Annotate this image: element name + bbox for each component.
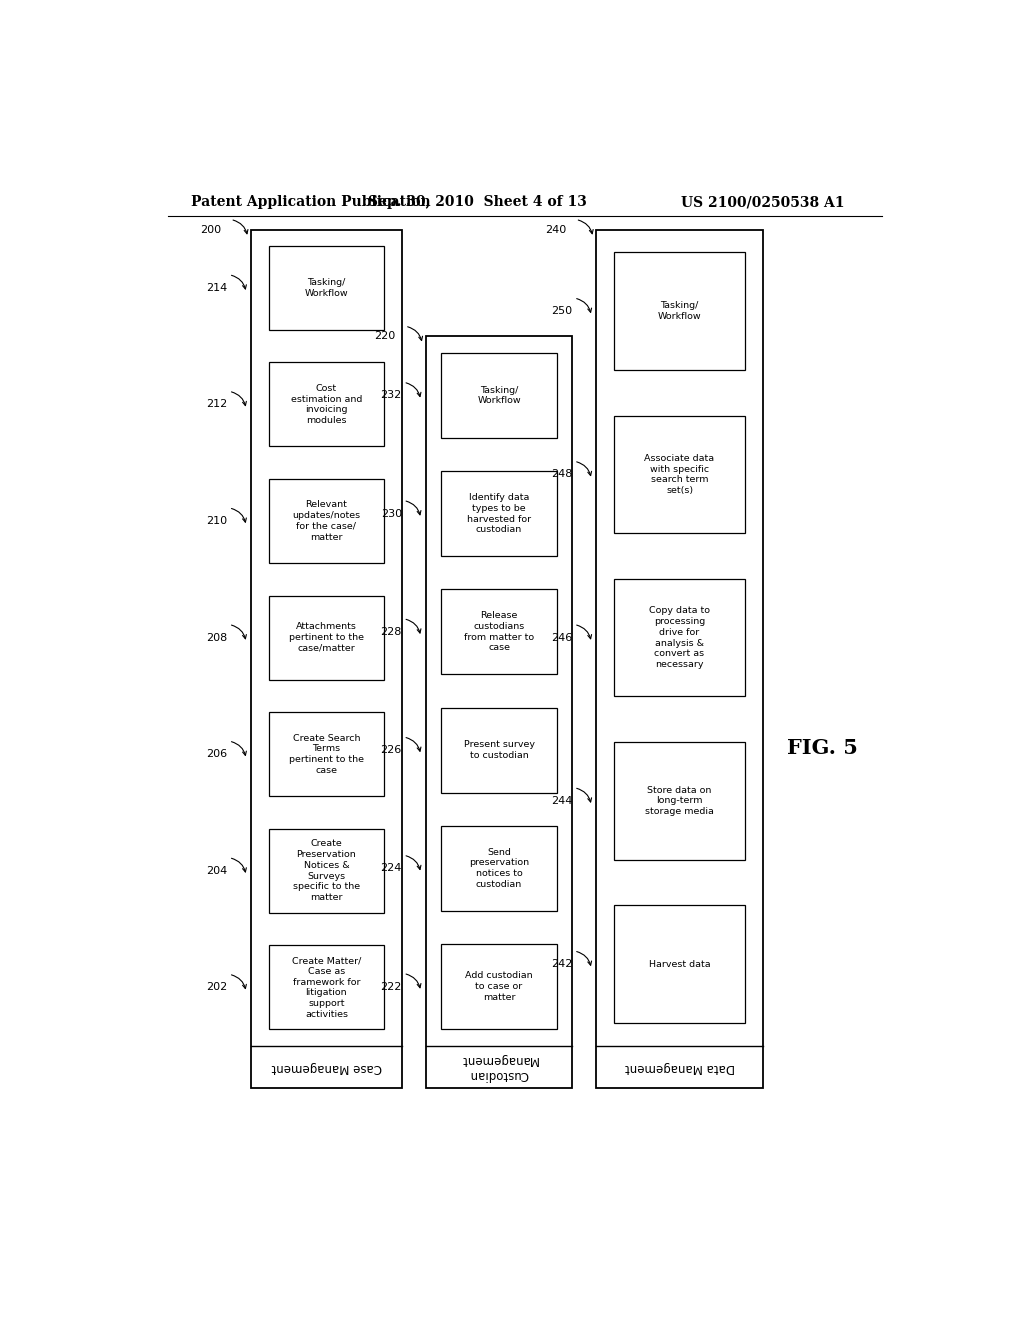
Text: 204: 204 [206,866,227,876]
Text: 226: 226 [381,744,401,755]
Bar [614,579,745,697]
Text: Tasking/
Workflow: Tasking/ Workflow [304,279,348,298]
Bar [596,230,763,1089]
Bar [614,416,745,533]
Text: 228: 228 [381,627,401,636]
Bar [441,471,557,556]
Bar [269,945,384,1030]
Bar [269,363,384,446]
Bar [614,742,745,859]
Bar [441,944,557,1030]
Text: Associate data
with specific
search term
set(s): Associate data with specific search term… [644,454,715,495]
Text: FIG. 5: FIG. 5 [787,738,858,758]
FancyArrowPatch shape [407,855,421,870]
Text: 222: 222 [381,982,401,991]
Text: Store data on
long-term
storage media: Store data on long-term storage media [645,785,714,816]
Text: 208: 208 [206,632,227,643]
Text: Attachments
pertinent to the
case/matter: Attachments pertinent to the case/matter [289,623,364,653]
Bar [441,589,557,675]
Bar [269,479,384,564]
FancyArrowPatch shape [577,788,592,803]
Text: Cost
estimation and
invoicing
modules: Cost estimation and invoicing modules [291,384,362,425]
FancyArrowPatch shape [231,858,247,873]
Bar [426,337,572,1089]
Text: Custodian
Management: Custodian Management [460,1053,538,1081]
Text: 250: 250 [551,306,572,317]
Text: 210: 210 [206,516,227,527]
Text: Create
Preservation
Notices &
Surveys
specific to the
matter: Create Preservation Notices & Surveys sp… [293,840,360,902]
Text: Relevant
updates/notes
for the case/
matter: Relevant updates/notes for the case/ mat… [292,500,360,541]
Text: Tasking/
Workflow: Tasking/ Workflow [657,301,701,321]
Text: Patent Application Publication: Patent Application Publication [191,195,431,209]
Text: Create Search
Terms
pertinent to the
case: Create Search Terms pertinent to the cas… [289,734,364,775]
Bar [441,352,557,438]
FancyArrowPatch shape [579,220,593,234]
FancyArrowPatch shape [407,502,421,515]
FancyArrowPatch shape [407,619,421,634]
FancyArrowPatch shape [577,298,592,313]
FancyArrowPatch shape [577,626,592,639]
Text: Harvest data: Harvest data [649,960,711,969]
Text: Copy data to
processing
drive for
analysis &
convert as
necessary: Copy data to processing drive for analys… [649,606,710,669]
Text: 214: 214 [206,282,227,293]
FancyArrowPatch shape [231,742,247,755]
FancyArrowPatch shape [577,952,592,965]
Text: Sep. 30, 2010  Sheet 4 of 13: Sep. 30, 2010 Sheet 4 of 13 [368,195,587,209]
Bar [251,230,401,1089]
Text: 246: 246 [551,632,572,643]
Text: Identify data
types to be
harvested for
custodian: Identify data types to be harvested for … [467,492,531,535]
Text: 248: 248 [551,470,572,479]
Text: 242: 242 [551,960,572,969]
Bar [269,829,384,913]
Bar [269,246,384,330]
FancyArrowPatch shape [233,220,248,234]
Text: 240: 240 [545,224,566,235]
FancyArrowPatch shape [231,975,247,989]
Bar [614,906,745,1023]
FancyArrowPatch shape [407,974,421,987]
Text: 212: 212 [206,400,227,409]
Text: 220: 220 [374,331,395,342]
Text: 244: 244 [551,796,572,807]
FancyArrowPatch shape [407,383,421,396]
Text: 224: 224 [381,863,401,874]
FancyArrowPatch shape [231,276,247,289]
Text: 206: 206 [206,750,227,759]
Bar [441,826,557,911]
Text: Case Management: Case Management [271,1060,382,1073]
Bar [269,713,384,796]
FancyArrowPatch shape [231,508,247,523]
Text: 202: 202 [206,982,227,993]
Bar [441,708,557,793]
FancyArrowPatch shape [408,327,423,341]
Bar [614,252,745,370]
FancyArrowPatch shape [231,626,247,639]
FancyArrowPatch shape [407,738,421,751]
Text: 200: 200 [200,224,221,235]
Bar [269,595,384,680]
Text: Release
custodians
from matter to
case: Release custodians from matter to case [464,611,535,652]
FancyArrowPatch shape [577,462,592,475]
Text: Tasking/
Workflow: Tasking/ Workflow [477,385,521,405]
Text: 232: 232 [381,391,401,400]
Text: US 2100/0250538 A1: US 2100/0250538 A1 [681,195,845,209]
Text: Create Matter/
Case as
framework for
litigation
support
activities: Create Matter/ Case as framework for lit… [292,956,361,1019]
Text: Add custodian
to case or
matter: Add custodian to case or matter [465,972,532,1002]
Text: Send
preservation
notices to
custodian: Send preservation notices to custodian [469,847,529,888]
Text: 230: 230 [381,508,401,519]
FancyArrowPatch shape [231,392,247,405]
Text: Data Management: Data Management [625,1060,734,1073]
Text: Present survey
to custodian: Present survey to custodian [464,741,535,760]
